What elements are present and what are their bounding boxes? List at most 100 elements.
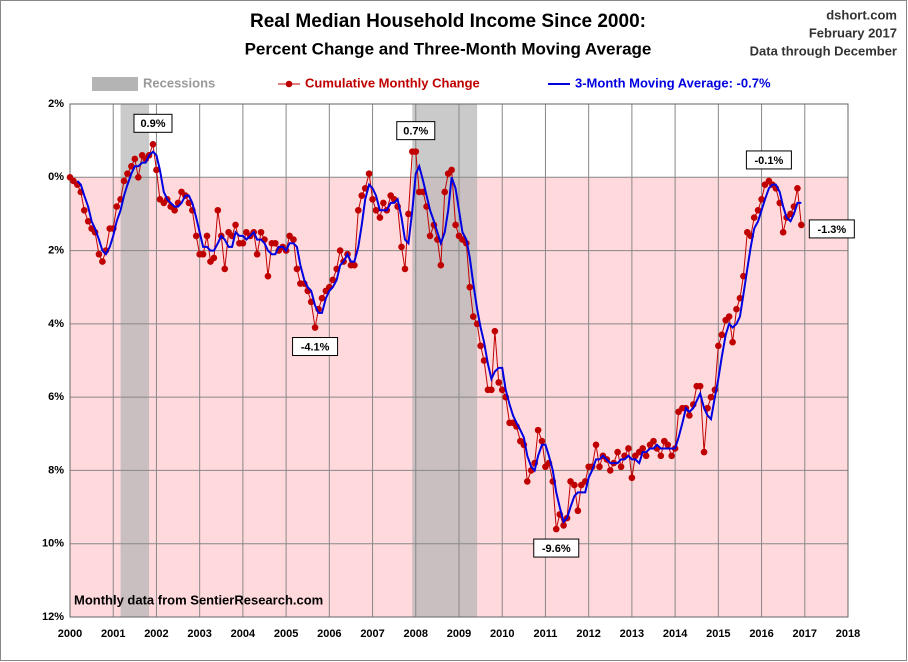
data-point xyxy=(369,195,376,203)
x-tick-label: 2006 xyxy=(317,628,341,640)
x-tick-label: 2013 xyxy=(620,628,644,640)
data-point xyxy=(552,525,560,533)
x-tick-label: 2003 xyxy=(187,628,211,640)
data-point xyxy=(405,210,412,218)
y-tick-label: 0% xyxy=(48,171,64,183)
data-point xyxy=(257,228,265,236)
data-point xyxy=(318,294,326,302)
data-point xyxy=(264,272,272,280)
data-point xyxy=(401,265,409,273)
legend-label: Cumulative Monthly Change xyxy=(305,75,480,90)
data-point xyxy=(290,236,297,243)
data-point xyxy=(650,437,657,445)
x-tick-label: 2002 xyxy=(144,628,168,640)
data-point xyxy=(95,250,103,258)
data-point xyxy=(398,243,405,251)
data-point xyxy=(120,177,128,185)
y-tick-label: 10% xyxy=(42,538,64,550)
x-tick-label: 2005 xyxy=(274,628,298,640)
data-point xyxy=(131,155,139,163)
value-label-box xyxy=(396,121,436,141)
data-point xyxy=(171,206,178,214)
data-point xyxy=(477,342,484,350)
x-tick-label: 2014 xyxy=(663,628,688,640)
data-point xyxy=(733,305,740,313)
data-point xyxy=(293,265,301,273)
data-point xyxy=(192,232,200,240)
data-point xyxy=(779,228,787,236)
data-point xyxy=(358,192,366,199)
data-point xyxy=(441,188,449,196)
data-point xyxy=(253,250,261,258)
data-point xyxy=(523,478,531,485)
series-line xyxy=(76,150,802,524)
x-tick-label: 2001 xyxy=(101,628,125,640)
data-point xyxy=(469,313,477,320)
data-point xyxy=(700,448,708,456)
chart-subtitle: Percent Change and Three-Month Moving Av… xyxy=(245,39,652,58)
x-tick-label: 2010 xyxy=(490,628,514,640)
data-point xyxy=(758,195,765,203)
data-point xyxy=(617,463,625,471)
data-point xyxy=(221,265,229,273)
data-point xyxy=(625,445,632,452)
data-point xyxy=(203,232,211,240)
value-label: -9.6% xyxy=(542,543,571,555)
x-tick-label: 2015 xyxy=(706,628,730,640)
data-point xyxy=(232,221,239,229)
data-point xyxy=(538,437,546,445)
data-point xyxy=(798,221,805,229)
data-point xyxy=(668,452,675,460)
data-point xyxy=(639,445,646,452)
data-point xyxy=(84,217,92,225)
data-point xyxy=(596,463,603,471)
y-tick-label: 12% xyxy=(42,611,64,623)
x-tick-label: 2004 xyxy=(231,628,256,640)
data-point xyxy=(754,206,762,214)
x-tick-label: 2012 xyxy=(576,628,600,640)
data-point xyxy=(534,426,542,434)
data-point xyxy=(214,206,222,214)
value-label-box xyxy=(745,150,792,170)
legend-label: Recessions xyxy=(143,75,215,90)
note: Data through December xyxy=(750,43,897,58)
data-point xyxy=(696,382,704,390)
data-point xyxy=(707,393,715,401)
y-tick-label: 4% xyxy=(48,318,64,330)
value-label-box xyxy=(133,113,173,133)
data-point xyxy=(606,467,614,474)
data-point xyxy=(199,250,207,258)
data-point xyxy=(642,452,650,460)
data-point xyxy=(452,221,459,229)
x-tick-label: 2009 xyxy=(447,628,471,640)
chart-title: Real Median Household Income Since 2000: xyxy=(250,11,646,32)
legend-label: 3-Month Moving Average: -0.7% xyxy=(575,75,771,90)
data-point xyxy=(571,481,578,489)
data-point xyxy=(351,261,358,269)
x-tick-label: 2017 xyxy=(793,628,817,640)
x-tick-label: 2000 xyxy=(58,628,82,640)
data-point xyxy=(311,324,319,331)
y-tick-label: 6% xyxy=(48,391,64,403)
value-label: -0.1% xyxy=(755,155,784,167)
y-tick-label: 8% xyxy=(48,464,64,476)
data-point xyxy=(686,412,693,419)
data-point xyxy=(272,239,279,247)
data-point xyxy=(329,276,337,284)
data-point xyxy=(372,206,380,214)
data-point xyxy=(466,283,474,291)
value-label: -1.3% xyxy=(817,224,846,236)
data-point xyxy=(153,166,160,174)
data-point xyxy=(365,170,373,177)
data-point xyxy=(614,448,621,456)
x-tick-label: 2018 xyxy=(836,628,860,640)
legend-marker xyxy=(285,80,293,88)
data-point xyxy=(99,258,106,265)
data-point xyxy=(448,166,455,174)
data-point xyxy=(560,522,567,529)
value-label: -4.1% xyxy=(301,341,330,353)
x-tick-label: 2016 xyxy=(749,628,773,640)
data-point xyxy=(113,203,120,210)
data-point xyxy=(498,386,506,394)
